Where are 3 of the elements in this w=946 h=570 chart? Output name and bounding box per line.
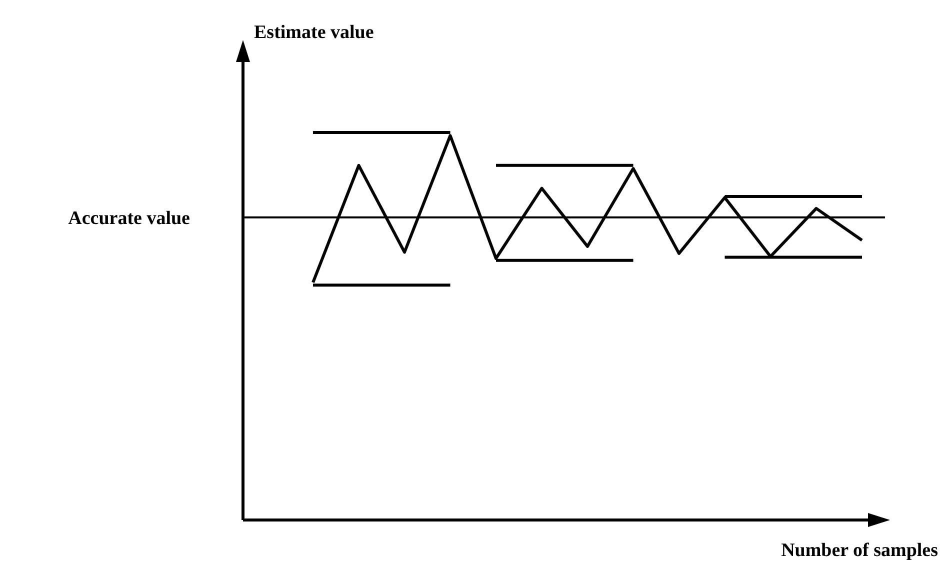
x-axis-title: Number of samples <box>781 540 938 562</box>
ref-line-label: Accurate value <box>68 208 190 230</box>
y-axis-title: Estimate value <box>254 22 374 44</box>
